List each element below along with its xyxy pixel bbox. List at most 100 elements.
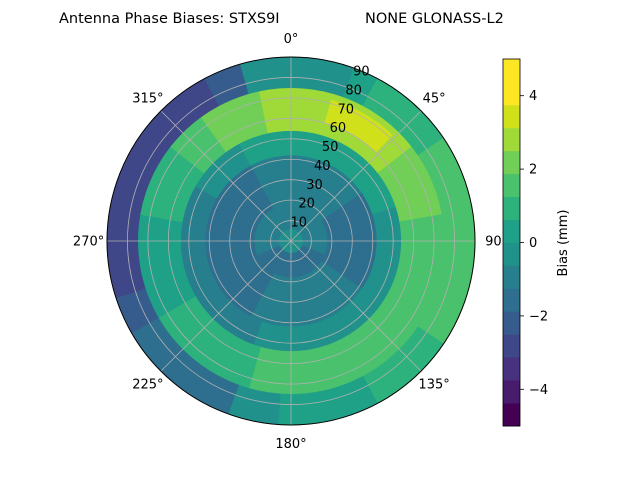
contour-cell [279, 399, 292, 407]
azimuth-tick-label: 135° [418, 378, 449, 393]
contour-cell [455, 222, 463, 236]
contour-cell [290, 277, 295, 285]
chart-title: Antenna Phase Biases: STXS9I [59, 11, 280, 27]
contour-cell [294, 295, 300, 303]
contour-cell [297, 343, 307, 352]
contour-cell [283, 332, 292, 340]
contour-cell [290, 418, 305, 425]
contour-cell [280, 93, 292, 101]
colorbar-band [503, 403, 520, 427]
contour-cell [278, 68, 292, 77]
contour-cell [280, 375, 292, 383]
contour-cell [290, 363, 301, 371]
contour-cell [241, 242, 249, 247]
contour-cell [276, 142, 285, 151]
contour-cell [137, 245, 145, 258]
contour-cell [394, 244, 402, 253]
contour-cell [198, 243, 206, 251]
contour-cell [290, 160, 297, 168]
contour-cell [363, 232, 372, 239]
azimuth-tick-label: 315° [132, 91, 163, 106]
contour-cell [443, 223, 451, 236]
radial-tick-label: 60 [330, 121, 347, 136]
contour-cell [279, 81, 292, 89]
contour-cell [131, 223, 139, 236]
contour-cell [281, 173, 288, 181]
contour-cell [290, 295, 296, 303]
contour-cell [155, 226, 164, 237]
azimuth-gridline [160, 240, 292, 372]
contour-cell [217, 243, 225, 250]
contour-cell [290, 167, 297, 175]
contour-cell [412, 227, 421, 238]
contour-cell [296, 325, 305, 334]
colorbar-band [503, 59, 520, 83]
azimuth-tick-labels: 0° 45° 90 135° 180° 225° 270° 315° [73, 32, 502, 452]
contour-cell [345, 234, 353, 240]
contour-cell [217, 247, 225, 255]
contour-cell [119, 222, 127, 236]
colorbar-band [503, 173, 520, 198]
contour-cell [119, 246, 127, 260]
contour-cell [192, 230, 200, 239]
colorbar-band [503, 380, 520, 404]
contour-cell [290, 387, 303, 395]
contour-cell [279, 387, 292, 395]
azimuth-tick-label: 90 [485, 235, 502, 250]
contour-cell [290, 81, 303, 89]
contour-cell [143, 245, 152, 257]
colorbar-band [503, 104, 520, 129]
contour-cell [235, 242, 243, 248]
contour-cell [277, 418, 292, 425]
contour-cell [290, 130, 300, 138]
contour-cell [284, 148, 292, 156]
contour-cell [149, 245, 158, 257]
contour-cell [282, 356, 292, 364]
contour-cell [131, 246, 139, 259]
contour-cell [290, 57, 305, 64]
contour-cell [437, 245, 445, 258]
contour-cell [369, 225, 377, 233]
colorbar-band [503, 127, 520, 152]
polar-grid [106, 56, 476, 426]
contour-cell [290, 405, 304, 414]
contour-cell [357, 227, 365, 235]
contour-cell [279, 161, 287, 169]
contour-cell [290, 326, 298, 334]
contour-cell [357, 232, 365, 239]
contour-cell [430, 225, 439, 237]
contour-cell [376, 231, 384, 239]
contour-cell [400, 244, 408, 254]
colorbar-tick-label: −2 [529, 309, 548, 324]
contour-cell [290, 62, 304, 70]
contour-cell [284, 320, 292, 328]
radial-tick-label: 80 [345, 83, 362, 98]
contour-cell [290, 93, 302, 101]
contour-cell [443, 246, 451, 259]
contour-cell [382, 230, 390, 239]
contour-cell [286, 179, 292, 187]
colorbar-band [503, 265, 520, 289]
contour-cell [286, 185, 292, 193]
contour-cell [290, 105, 301, 113]
radial-tick-label: 50 [322, 140, 339, 155]
contour-cell [290, 283, 295, 291]
contour-cell [290, 118, 300, 126]
contour-cell [461, 222, 470, 236]
contour-cell [174, 228, 182, 238]
contour-cell [394, 229, 402, 238]
contour-cell [290, 148, 298, 156]
azimuth-gridline [160, 110, 292, 242]
contour-cell [210, 243, 219, 250]
contour-cell [282, 350, 292, 358]
contour-cell [461, 246, 470, 260]
contour-cell [295, 307, 302, 315]
contour-cell [223, 242, 231, 249]
contour-cell [278, 412, 292, 420]
contour-cell [174, 244, 182, 254]
contour-cell [281, 369, 292, 377]
colorbar-tick-label: 0 [529, 236, 537, 251]
contour-cell [281, 363, 292, 371]
contour-cell [388, 244, 396, 253]
